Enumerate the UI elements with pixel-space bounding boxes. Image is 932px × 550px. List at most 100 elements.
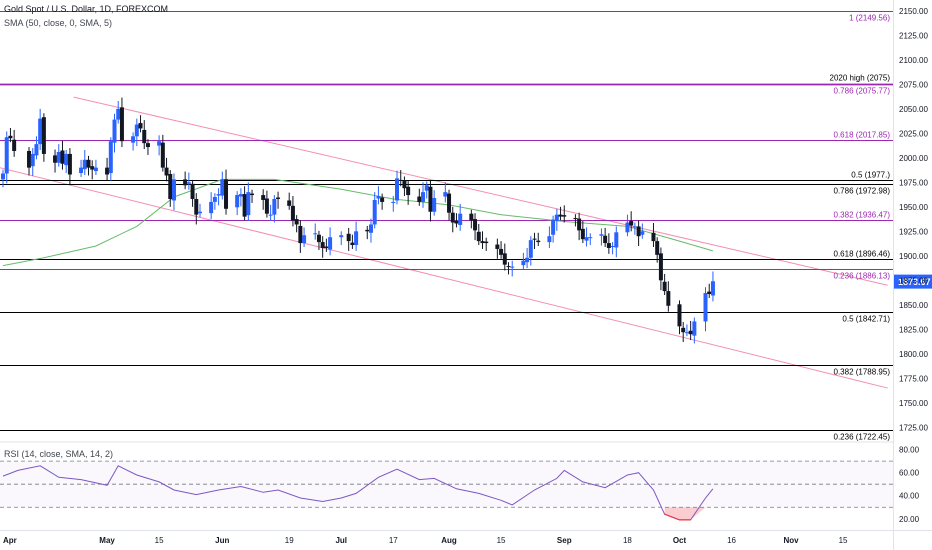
candle-body bbox=[160, 142, 165, 168]
candle-body bbox=[450, 212, 455, 223]
candle-body bbox=[469, 213, 474, 221]
candle-body bbox=[380, 197, 385, 202]
candle-body bbox=[116, 108, 121, 120]
level-label: 0.786 (2075.77) bbox=[834, 87, 891, 96]
y-tick-label: 1775.00 bbox=[899, 374, 928, 383]
candle-body bbox=[108, 141, 113, 174]
candle-body bbox=[480, 241, 485, 244]
candle-body bbox=[198, 211, 202, 214]
y-tick-label: 1850.00 bbox=[899, 301, 928, 310]
candle-body bbox=[473, 219, 478, 231]
candle-body bbox=[625, 222, 630, 233]
candle-body bbox=[372, 199, 377, 225]
candle-body bbox=[551, 219, 556, 235]
candle-body bbox=[142, 129, 147, 144]
candle-body bbox=[246, 192, 251, 216]
candle-body bbox=[1, 173, 5, 180]
candle-body bbox=[376, 196, 381, 199]
candle-body bbox=[112, 119, 117, 143]
y-tick-label: 2025.00 bbox=[899, 129, 928, 138]
candle-body bbox=[684, 332, 689, 334]
candle-body bbox=[105, 167, 110, 175]
candle-body bbox=[138, 123, 143, 129]
candle-body bbox=[636, 226, 641, 237]
y-tick-label: 1800.00 bbox=[899, 350, 928, 359]
candle-body bbox=[610, 246, 615, 248]
candle-body bbox=[614, 232, 619, 248]
candle-body bbox=[506, 266, 511, 268]
sma-line bbox=[2, 178, 714, 267]
x-tick-label: Nov bbox=[783, 536, 799, 545]
candle-body bbox=[93, 167, 98, 172]
candle-body bbox=[212, 197, 217, 202]
candle-body bbox=[220, 179, 225, 196]
candle-body bbox=[406, 186, 411, 196]
candle-body bbox=[350, 242, 355, 246]
candle-body bbox=[302, 235, 307, 244]
candle-body bbox=[119, 107, 124, 142]
candle-body bbox=[365, 229, 370, 232]
candle-body bbox=[521, 260, 526, 266]
candle-body bbox=[38, 118, 43, 145]
candle-body bbox=[502, 253, 507, 265]
candle-body bbox=[458, 213, 463, 225]
x-tick-label: Jun bbox=[215, 536, 229, 545]
candle-body bbox=[298, 225, 303, 244]
candle-body bbox=[339, 235, 344, 238]
candle-body bbox=[268, 214, 273, 216]
candle-body bbox=[658, 253, 663, 281]
candle-body bbox=[67, 153, 72, 175]
candle-body bbox=[209, 201, 214, 214]
candle-body bbox=[554, 214, 559, 222]
fib-levels: 1 (2149.56) 2020 high (2075) 0.786 (2075.7… bbox=[0, 11, 893, 442]
level-label: 1 (2149.56) bbox=[849, 14, 890, 23]
x-tick-label: 15 bbox=[839, 536, 848, 545]
candle-body bbox=[525, 257, 530, 263]
candle-body bbox=[12, 139, 17, 151]
candle-body bbox=[677, 304, 682, 327]
x-tick-label: 15 bbox=[497, 536, 506, 545]
candle-body bbox=[588, 237, 593, 239]
candle-body bbox=[90, 166, 95, 170]
candle-body bbox=[324, 246, 329, 248]
candle-body bbox=[398, 179, 403, 181]
candle-body bbox=[183, 179, 188, 186]
candle-body bbox=[454, 221, 459, 224]
rsi-tick-label: 60.00 bbox=[899, 469, 920, 478]
candle-body bbox=[41, 117, 46, 154]
x-tick-label: 19 bbox=[285, 536, 294, 545]
candle-body bbox=[447, 193, 452, 213]
x-tick-label: Jul bbox=[335, 536, 347, 545]
candle-body bbox=[272, 198, 277, 215]
candle-body bbox=[30, 153, 35, 167]
y-tick-label: 1875.00 bbox=[899, 276, 928, 285]
candle-body bbox=[134, 124, 139, 137]
level-label: 0.236 (1722.45) bbox=[834, 433, 891, 442]
sma-polyline bbox=[2, 178, 714, 267]
candle-body bbox=[264, 198, 269, 214]
x-tick-label: 15 bbox=[155, 536, 164, 545]
candle-body bbox=[368, 224, 373, 233]
level-label: 0.382 (1788.95) bbox=[834, 368, 891, 377]
candle-body bbox=[328, 237, 333, 250]
candle-body bbox=[4, 137, 9, 174]
channel-line bbox=[73, 96, 888, 286]
candle-body bbox=[82, 159, 87, 170]
candle-body bbox=[417, 196, 422, 202]
candle-body bbox=[313, 233, 318, 235]
y-tick-label: 2000.00 bbox=[899, 154, 928, 163]
candle-body bbox=[235, 195, 240, 208]
level-label: 0.382 (1936.47) bbox=[834, 211, 891, 220]
candles bbox=[1, 97, 715, 344]
candle-body bbox=[424, 185, 429, 191]
candle-body bbox=[536, 240, 541, 243]
rsi-tick-label: 80.00 bbox=[899, 446, 920, 455]
rsi-pane bbox=[0, 460, 893, 521]
candle-body bbox=[662, 281, 667, 292]
candle-body bbox=[599, 234, 604, 236]
candle-body bbox=[651, 232, 656, 242]
candle-body bbox=[186, 182, 191, 184]
candle-body bbox=[603, 235, 608, 244]
x-tick-label: Oct bbox=[673, 536, 687, 545]
